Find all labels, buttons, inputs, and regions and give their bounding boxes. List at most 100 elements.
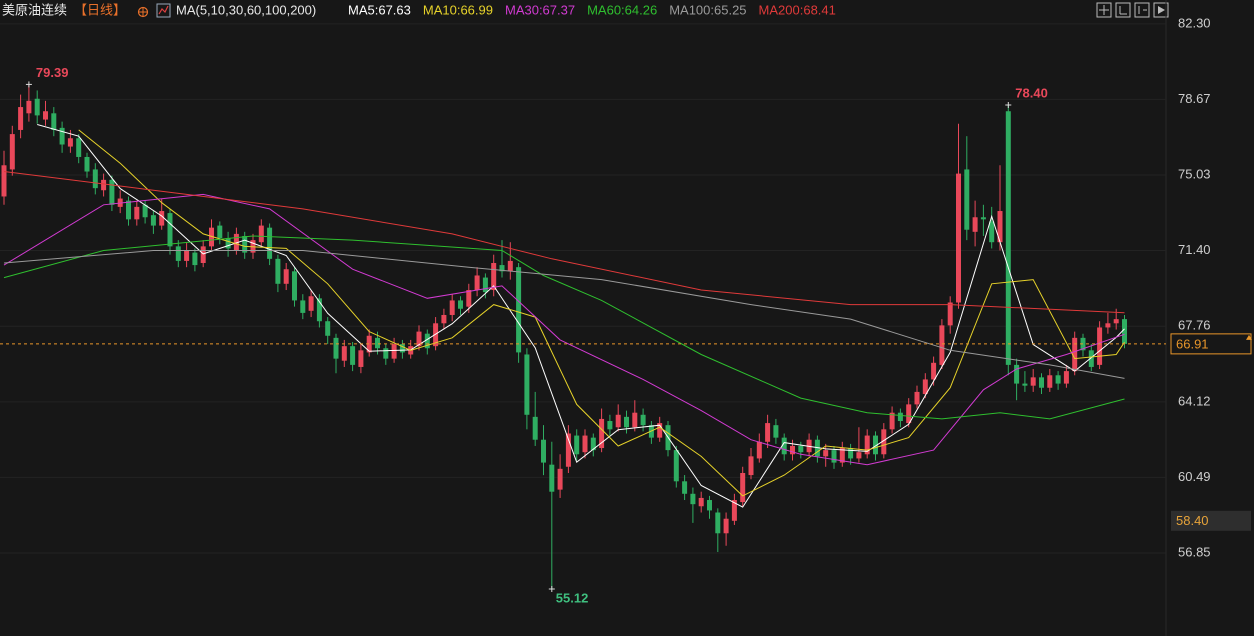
chart-title: 美原油连续: [2, 2, 67, 17]
indicator-label: MA(5,10,30,60,100,200): [176, 2, 316, 17]
candle-body: [258, 225, 264, 243]
y-tick-label: 75.03: [1178, 166, 1211, 181]
candle-body: [823, 450, 829, 457]
candle-body: [59, 127, 65, 145]
candle-body: [308, 296, 314, 311]
candle-body: [92, 169, 98, 189]
candle-body: [956, 173, 961, 303]
legend-entry: MA100:65.25: [669, 2, 746, 17]
candle-body: [1047, 375, 1053, 388]
candle-body: [416, 331, 422, 347]
candle-body: [682, 481, 688, 494]
candle-body: [9, 134, 15, 170]
y-tick-label: 82.30: [1178, 15, 1211, 30]
candle-body: [217, 225, 223, 239]
candle-body: [848, 448, 854, 459]
candle-body: [690, 493, 696, 505]
legend-entry: MA10:66.99: [423, 2, 493, 17]
candle-body: [26, 100, 32, 114]
candle-body: [715, 512, 721, 534]
candle-body: [516, 267, 522, 353]
candle-body: [242, 235, 248, 253]
indicator-icon[interactable]: [156, 3, 171, 18]
candle-body: [947, 302, 953, 326]
legend-entry: MA60:64.26: [587, 2, 657, 17]
candle-body: [1097, 327, 1103, 365]
candle-body: [474, 275, 480, 291]
candle-body: [964, 169, 970, 230]
candle-body: [707, 500, 712, 511]
candle-body: [1, 165, 7, 197]
candle-body: [565, 433, 571, 467]
candle-body: [399, 344, 405, 353]
candle-body: [192, 252, 198, 266]
candle-body: [1088, 350, 1094, 367]
candle-body: [142, 204, 148, 218]
legend-entry: MA5:67.63: [348, 2, 411, 17]
candle-body: [557, 468, 563, 490]
ma-line: [3, 171, 1125, 314]
candle-body: [740, 472, 746, 503]
candle-body: [424, 333, 430, 349]
settings-icon[interactable]: [137, 6, 149, 18]
candle-body: [300, 300, 306, 313]
y-tick-label: 64.12: [1178, 393, 1211, 408]
candle-body: [914, 391, 920, 405]
last-price-label: 66.91: [1176, 336, 1209, 351]
price-marker-box: [1171, 510, 1251, 531]
candle-body: [1113, 319, 1119, 324]
candle-body: [590, 437, 596, 451]
candle-body: [375, 337, 380, 349]
candle-body: [549, 464, 555, 492]
legend-entry: MA200:68.41: [759, 2, 836, 17]
toolbar[interactable]: [1096, 2, 1169, 18]
candle-body: [175, 246, 181, 261]
candle-body: [150, 215, 156, 226]
last-price-arrow: [1246, 334, 1252, 340]
candle-body: [101, 179, 107, 191]
candle-body: [366, 335, 372, 353]
candle-body: [773, 425, 779, 438]
candle-body: [889, 412, 895, 430]
period[interactable]: 【日线】: [74, 2, 126, 17]
candle-body: [906, 404, 912, 424]
ma-line: [3, 250, 1125, 379]
candle-body: [491, 263, 497, 291]
candle-body: [831, 450, 837, 463]
candle-body: [67, 138, 73, 147]
ma-line: [37, 124, 1125, 508]
candle-body: [499, 265, 505, 272]
candle-body: [325, 321, 331, 336]
candle-body: [18, 107, 24, 130]
candle-body: [922, 379, 928, 394]
candle-body: [939, 325, 945, 365]
price-marker-label: 58.40: [1176, 513, 1209, 528]
candle-body: [997, 211, 1003, 243]
candle-body: [482, 277, 488, 293]
candle-body: [541, 439, 546, 463]
candle-body: [283, 269, 289, 284]
y-tick-label: 71.40: [1178, 242, 1211, 257]
candle-body: [1039, 377, 1044, 388]
candle-body: [43, 111, 48, 120]
candle-body: [574, 435, 580, 455]
candle-body: [790, 445, 795, 455]
candle-body: [200, 246, 206, 264]
candle-body: [599, 418, 605, 449]
candle-body: [657, 423, 663, 438]
candle-body: [640, 414, 646, 426]
candle-body: [632, 412, 638, 428]
high-label: 79.39: [36, 65, 69, 80]
candle-body: [275, 258, 281, 284]
candle-body: [723, 518, 729, 534]
candle-body: [524, 354, 530, 415]
candle-body: [34, 98, 40, 116]
candle-body: [51, 113, 57, 130]
candle-body: [1055, 375, 1061, 384]
candle-body: [1063, 371, 1069, 384]
candle-body: [449, 300, 455, 315]
candle-body: [267, 227, 273, 259]
candle-body: [466, 290, 472, 307]
candle-body: [458, 300, 463, 309]
